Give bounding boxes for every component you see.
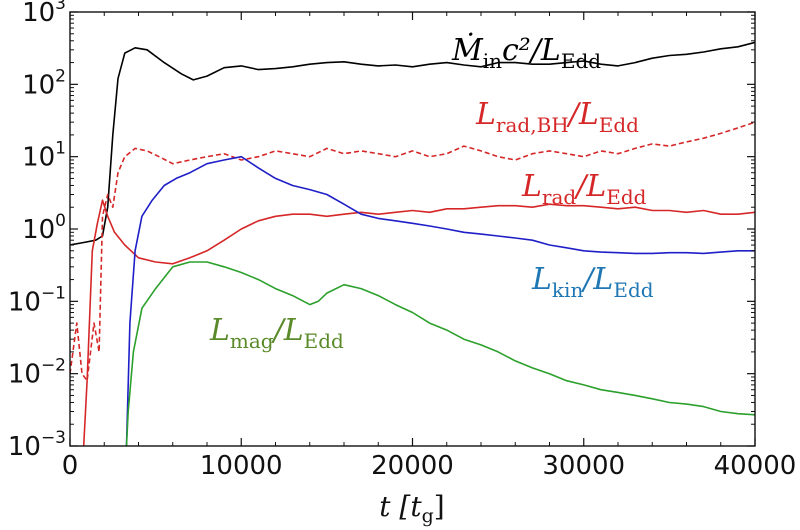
y-tick-label-0: 10−3 [8,428,66,462]
x-tick-label-4: 40000 [714,451,797,481]
series-labels: Ṁinc²/LEdd Lrad,BH/LEdd Lrad/LEdd Lkin/LEdd… [209,32,654,353]
plot-frame [69,11,756,447]
y-tick-label-3: 100 [22,211,66,245]
series-layer [70,41,755,446]
y-tick-label-6: 103 [22,0,66,28]
y-tick-label-2: 10−1 [8,283,66,317]
x-tick-label-1: 10000 [200,451,283,481]
x-tick-label-0: 0 [62,451,79,481]
series-line-4 [125,261,755,446]
y-tick-label-5: 102 [22,66,66,100]
series-label-2: Lrad/LEdd [521,169,647,209]
series-label-0: Ṁinc²/LEdd [451,32,601,73]
y-tick-label-4: 101 [22,139,66,173]
y-tick-label-1: 10−2 [8,356,66,390]
series-line-1 [70,121,755,382]
x-axis-label-sub: g [422,505,434,527]
series-label-3: Lkin/LEdd [531,262,654,302]
axes: 0 10000 20000 30000 40000 10−3 10−2 10−1 100 101 1… [8,0,797,481]
x-tick-label-2: 20000 [371,451,454,481]
x-axis-label: t [tg] [379,490,444,527]
series-label-4: Lmag/LEdd [209,313,344,353]
series-line-3 [125,155,755,446]
x-tick-label-3: 30000 [542,451,625,481]
series-label-1: Lrad,BH/LEdd [475,97,639,137]
series-line-2 [82,199,755,446]
x-axis-label-main: t [t [379,490,422,523]
series-line-0 [70,41,755,246]
